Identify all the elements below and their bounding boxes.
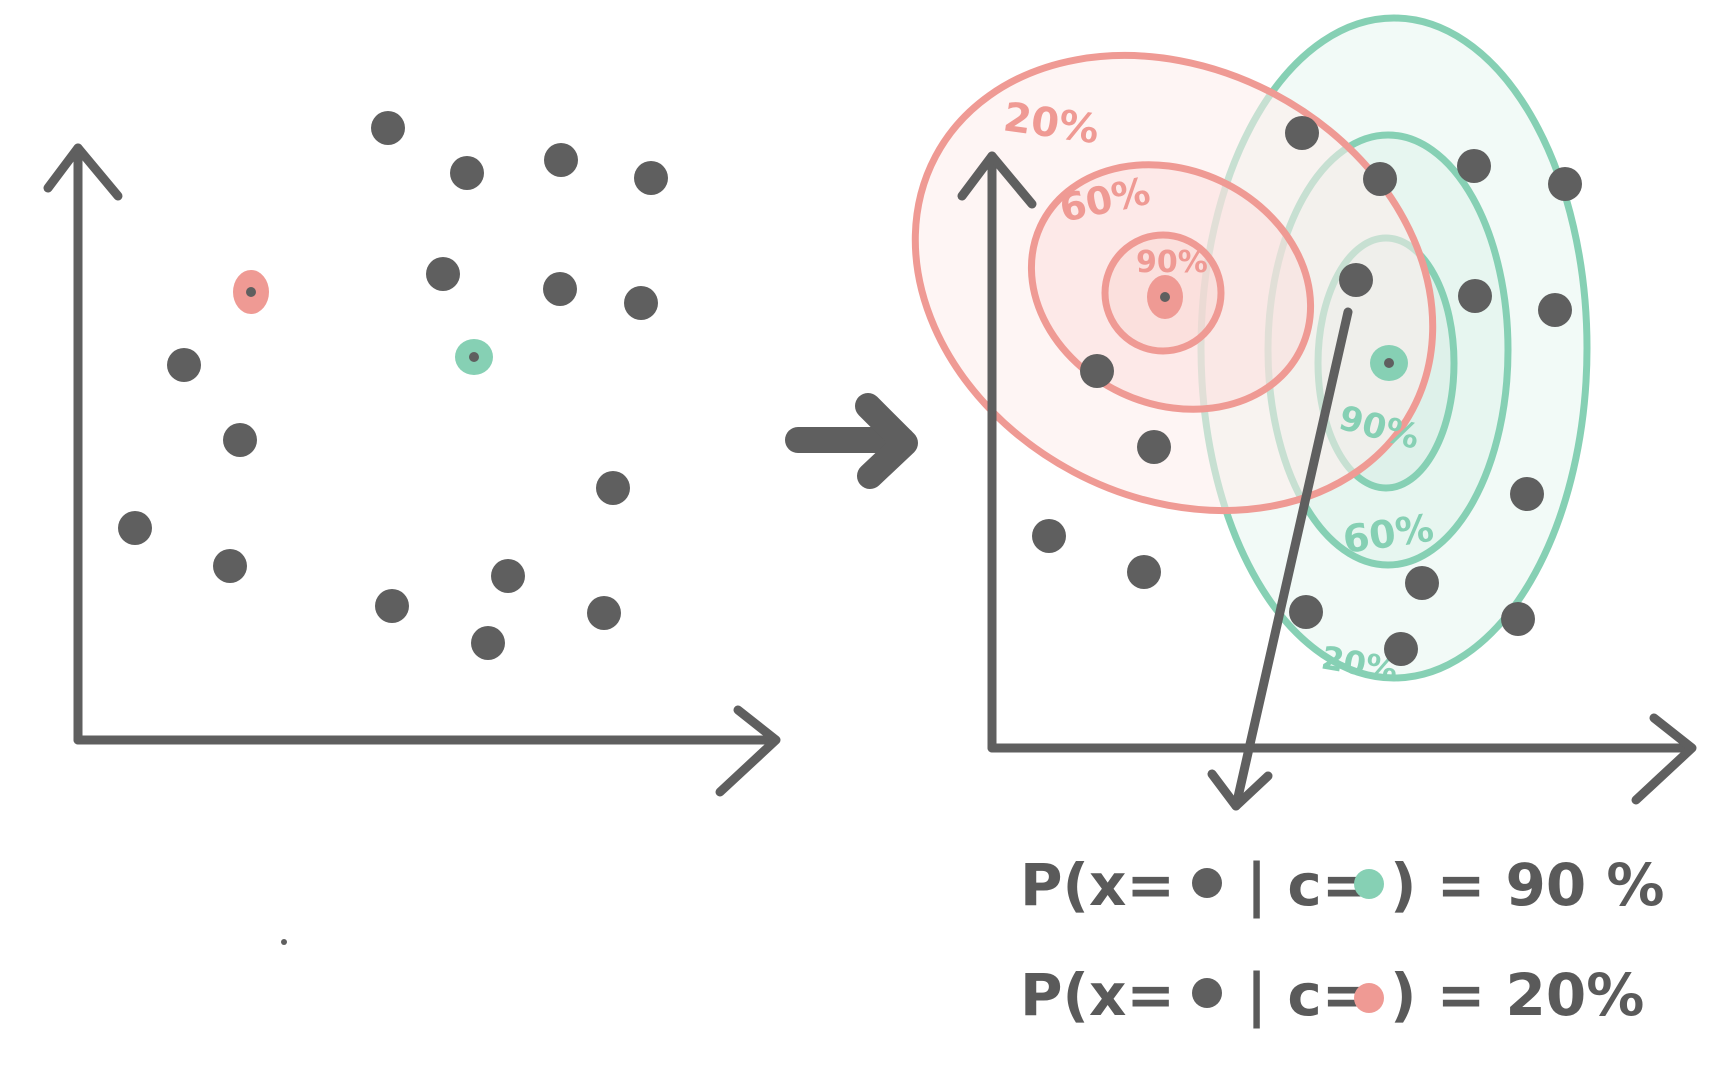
left-red-point-core <box>246 287 256 297</box>
equation-green-suffix: ) = 90 % <box>1390 851 1665 919</box>
right-green-point <box>1370 345 1408 381</box>
right-data-point-5 <box>1458 279 1492 313</box>
left-data-point-1 <box>450 156 484 190</box>
equation-green-mid: | c= <box>1246 851 1370 919</box>
equation-red-class-icon <box>1354 983 1384 1013</box>
equation-green-point-icon <box>1192 868 1222 898</box>
equations: P(x= | c= ) = 90 % P(x= | c= ) = 20% <box>1020 851 1665 1029</box>
right-data-point-11 <box>1127 555 1161 589</box>
right-points <box>1032 116 1582 666</box>
transition-arrow-icon <box>785 393 918 489</box>
left-data-point-0 <box>371 111 405 145</box>
left-data-point-10 <box>118 511 152 545</box>
right-data-point-4 <box>1339 263 1373 297</box>
equation-green: P(x= | c= ) = 90 % <box>1020 851 1665 919</box>
red-label-90: 90% <box>1136 245 1208 280</box>
right-data-point-14 <box>1384 632 1418 666</box>
left-data-point-12 <box>491 559 525 593</box>
left-data-point-5 <box>543 272 577 306</box>
right-red-point-core <box>1160 292 1170 302</box>
left-panel <box>43 111 781 945</box>
left-green-point <box>455 339 493 375</box>
equation-red-mid: | c= <box>1246 961 1370 1029</box>
left-data-point-9 <box>596 471 630 505</box>
equation-green-prefix: P(x= <box>1020 851 1175 919</box>
right-y-arrowhead <box>957 151 1037 209</box>
pointer-arrow-icon <box>1207 307 1353 811</box>
right-panel: 20% 60% 90% 90% 60% 20% <box>911 14 1697 811</box>
equation-red-prefix: P(x= <box>1020 961 1175 1029</box>
right-data-point-15 <box>1501 602 1535 636</box>
left-data-point-3 <box>634 161 668 195</box>
right-data-point-12 <box>1405 566 1439 600</box>
left-y-arrowhead <box>43 143 123 201</box>
right-data-point-3 <box>1548 167 1582 201</box>
left-data-point-2 <box>544 143 578 177</box>
right-data-point-1 <box>1363 162 1397 196</box>
equation-red-suffix: ) = 20% <box>1390 961 1644 1029</box>
right-red-point <box>1147 275 1183 319</box>
left-data-point-4 <box>426 257 460 291</box>
right-data-point-6 <box>1538 293 1572 327</box>
equation-red: P(x= | c= ) = 20% <box>1020 961 1644 1029</box>
right-data-point-2 <box>1457 149 1491 183</box>
left-data-point-15 <box>587 596 621 630</box>
right-data-point-9 <box>1510 477 1544 511</box>
right-data-point-7 <box>1080 354 1114 388</box>
left-points <box>118 111 668 660</box>
left-data-point-7 <box>167 348 201 382</box>
left-data-point-13 <box>375 589 409 623</box>
left-green-point-core <box>469 352 479 362</box>
right-x-arrowhead <box>1631 713 1697 805</box>
equation-green-class-icon <box>1354 869 1384 899</box>
right-data-point-13 <box>1289 595 1323 629</box>
right-data-point-10 <box>1032 519 1066 553</box>
left-data-point-14 <box>471 626 505 660</box>
right-axes <box>957 151 1697 805</box>
equation-red-point-icon <box>1192 978 1222 1008</box>
left-data-point-6 <box>624 286 658 320</box>
left-red-point <box>233 270 269 314</box>
left-x-arrowhead <box>715 705 781 797</box>
left-data-point-8 <box>223 423 257 457</box>
left-axes <box>43 143 781 797</box>
right-data-point-0 <box>1285 116 1319 150</box>
left-data-point-11 <box>213 549 247 583</box>
right-data-point-8 <box>1137 430 1171 464</box>
stray-dot <box>281 939 287 945</box>
right-green-point-core <box>1384 358 1394 368</box>
